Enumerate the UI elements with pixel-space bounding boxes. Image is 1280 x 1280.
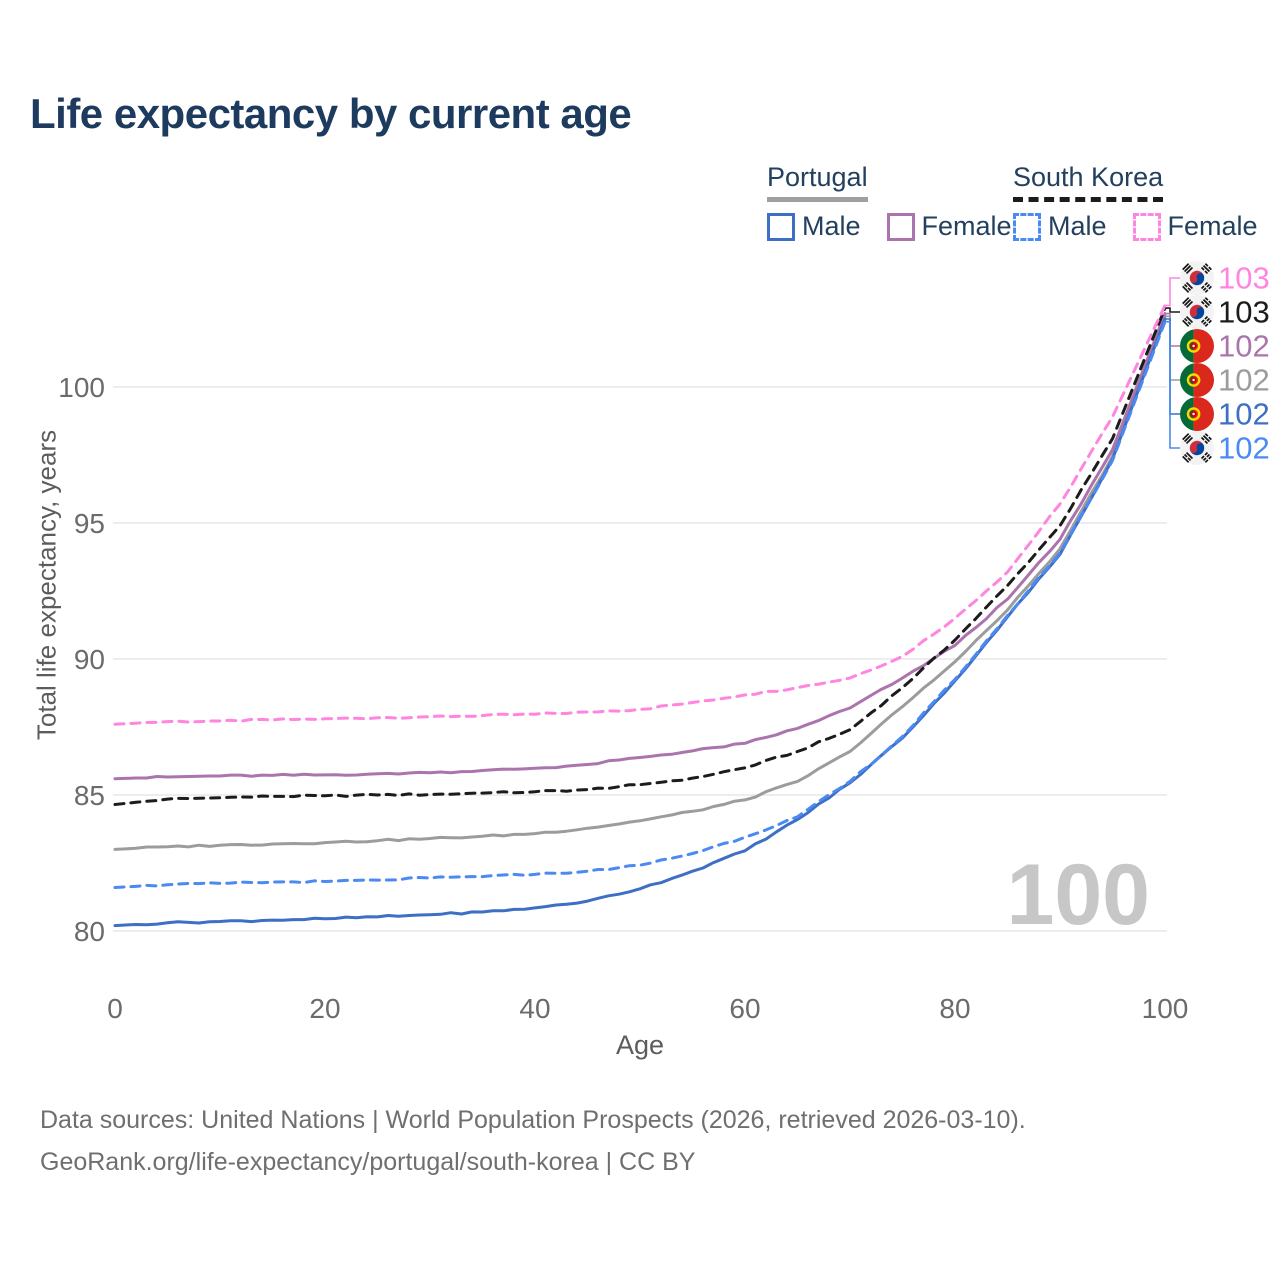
legend-item-label: Female [921, 211, 1012, 241]
series-line-portugal-both-sexes[interactable] [113, 314, 1167, 851]
end-label-leader [1166, 277, 1180, 307]
legend-group-portugal: Portugal Male Female [767, 162, 1012, 242]
y-tick-label: 90 [74, 644, 105, 675]
x-tick-label: 40 [519, 993, 550, 1024]
legend-item-portugal-male[interactable]: Male [767, 211, 861, 242]
legend-country-portugal: Portugal [767, 162, 868, 202]
end-label-flag-kr [1180, 431, 1214, 465]
legend-item-label: Male [1048, 211, 1107, 241]
legend-item-south-korea-male[interactable]: Male [1013, 211, 1107, 242]
x-axis-title: Age [615, 1030, 665, 1060]
x-tick-label: 60 [729, 993, 760, 1024]
data-sources-note: Data sources: United Nations | World Pop… [40, 1106, 1026, 1134]
legend-country-south-korea: South Korea [1013, 162, 1164, 202]
series-line-portugal-female[interactable] [113, 312, 1167, 781]
legend-item-label: Male [802, 211, 861, 241]
end-label-leader [1166, 307, 1180, 313]
x-tick-label: 0 [107, 993, 123, 1024]
end-label-leader [1166, 320, 1180, 449]
legend-item-south-korea-female[interactable]: Female [1132, 211, 1258, 242]
end-label-flag-pt [1180, 363, 1214, 397]
portugal-flag-icon [1180, 397, 1214, 431]
portugal-flag-icon [1180, 363, 1214, 397]
x-tick-label: 20 [309, 993, 340, 1024]
portugal-flag-icon [1180, 329, 1214, 363]
end-label-flag-pt [1180, 397, 1214, 431]
series-line-south-korea-female[interactable] [113, 303, 1167, 726]
series-line-south-korea-both-sexes[interactable] [113, 306, 1167, 806]
attribution-note: GeoRank.org/life-expectancy/portugal/sou… [40, 1148, 696, 1176]
end-label-leader [1166, 315, 1180, 381]
legend-item-label: Female [1167, 211, 1258, 241]
end-value-label-portugal-female: 102 [1218, 329, 1270, 364]
legend-item-portugal-female[interactable]: Female [886, 211, 1012, 242]
south-korea-female-swatch [1132, 212, 1161, 241]
age-watermark: 100 [1006, 847, 1151, 943]
x-tick-label: 100 [1142, 993, 1189, 1024]
legend-group-south-korea: South Korea Male Female [1013, 162, 1258, 242]
y-tick-label: 95 [74, 508, 105, 539]
south-korea-male-swatch [1013, 212, 1041, 241]
end-label-flag-pt [1180, 329, 1214, 363]
end-label-flag-kr [1180, 295, 1214, 329]
end-value-label-portugal-male: 102 [1218, 397, 1270, 432]
end-label-leader [1166, 318, 1180, 415]
end-value-label-south-korea-female: 103 [1218, 261, 1270, 296]
end-value-label-south-korea-male: 102 [1218, 431, 1270, 466]
y-tick-label: 85 [74, 780, 105, 811]
series-line-portugal-male[interactable] [113, 317, 1167, 928]
x-tick-label: 80 [939, 993, 970, 1024]
y-tick-label: 100 [58, 372, 105, 403]
series-line-south-korea-male[interactable] [113, 320, 1167, 889]
end-value-label-south-korea-both-sexes: 103 [1218, 295, 1270, 330]
portugal-male-swatch [767, 212, 795, 241]
page-title: Life expectancy by current age [30, 90, 632, 137]
portugal-female-swatch [886, 212, 915, 241]
end-value-label-portugal-both-sexes: 102 [1218, 363, 1270, 398]
y-tick-label: 80 [74, 916, 105, 947]
end-label-flag-kr [1180, 261, 1214, 295]
